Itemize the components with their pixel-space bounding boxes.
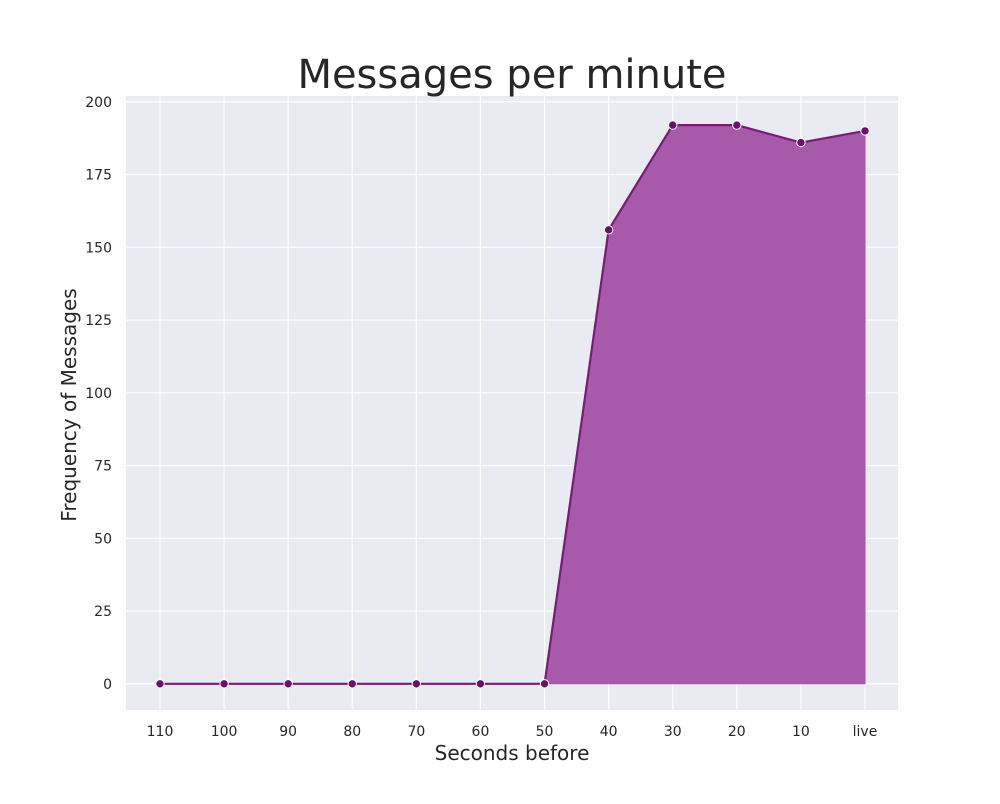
data-point-2 <box>283 679 293 689</box>
data-point-8 <box>668 120 678 130</box>
x-tick-label-0: 110 <box>147 724 174 740</box>
x-tick-label-11: live <box>853 724 878 740</box>
y-tick-label-0: 0 <box>103 677 112 693</box>
y-tick-labels: 0 25 50 75 100 125 150 175 200 <box>85 95 112 693</box>
x-tick-label-10: 10 <box>792 724 810 740</box>
y-tick-label-1: 25 <box>94 604 112 620</box>
x-tick-label-9: 20 <box>728 724 746 740</box>
y-tick-label-8: 200 <box>85 95 112 111</box>
x-axis-label: Seconds before <box>435 741 590 765</box>
x-tick-labels: 110 100 90 80 70 60 50 40 30 20 10 live <box>147 724 878 740</box>
x-tick-label-2: 90 <box>279 724 297 740</box>
data-point-4 <box>411 679 422 689</box>
markers-layer <box>155 120 870 689</box>
data-point-7 <box>603 225 614 235</box>
y-tick-label-7: 175 <box>85 168 112 184</box>
x-tick-label-6: 50 <box>536 724 554 740</box>
data-point-10 <box>796 137 806 148</box>
data-point-5 <box>475 679 486 689</box>
y-tick-label-2: 50 <box>94 531 112 547</box>
y-tick-label-4: 100 <box>85 386 112 402</box>
y-tick-label-5: 125 <box>85 313 112 329</box>
x-tick-label-4: 70 <box>407 724 425 740</box>
x-tick-label-8: 30 <box>664 724 682 740</box>
data-point-0 <box>155 679 165 689</box>
series-line <box>160 124 866 685</box>
chart-title: Messages per minute <box>297 52 726 98</box>
x-tick-label-7: 40 <box>600 724 618 740</box>
y-axis-label: Frequency of Messages <box>57 288 81 521</box>
x-tick-label-5: 60 <box>472 724 490 740</box>
area-layer <box>160 124 866 685</box>
data-point-11 <box>860 126 870 136</box>
x-tick-label-1: 100 <box>211 724 238 740</box>
y-tick-label-6: 150 <box>85 240 112 256</box>
data-point-9 <box>732 120 742 130</box>
x-tick-label-3: 80 <box>343 724 361 740</box>
data-point-3 <box>347 679 357 689</box>
data-point-1 <box>219 679 229 689</box>
y-tick-label-3: 75 <box>94 459 112 475</box>
data-point-6 <box>539 679 550 689</box>
